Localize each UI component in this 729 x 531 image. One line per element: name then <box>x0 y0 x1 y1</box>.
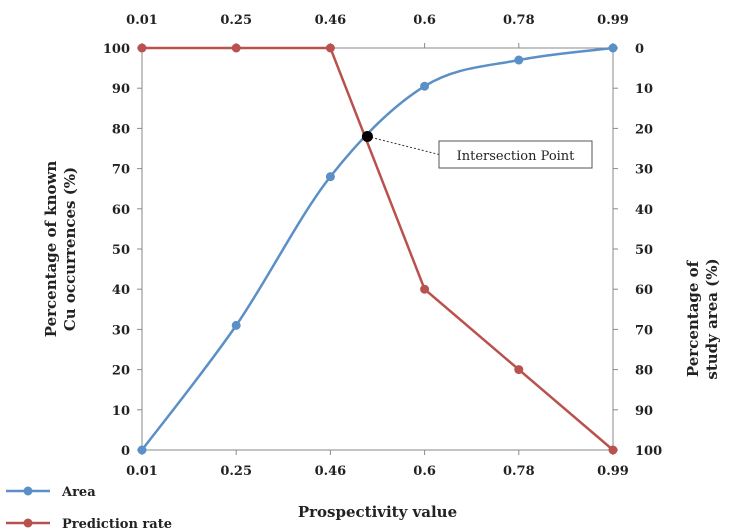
y-left-tick-label: 70 <box>112 163 130 178</box>
series-point-area <box>514 55 524 65</box>
y-right-title-line: study area (%) <box>703 258 721 379</box>
y-left-title-line: Cu occurrences (%) <box>61 167 79 331</box>
y-right-title: Percentage of study area (%) <box>684 258 721 379</box>
y-axis-right: 0 10 20 30 40 50 60 70 80 90 100 <box>613 42 662 459</box>
series-point-area <box>325 172 335 182</box>
top-tick-label: 0.99 <box>597 13 629 28</box>
x-axis-title: Prospectivity value <box>298 503 457 521</box>
y-right-tick-label: 30 <box>635 163 653 178</box>
y-left-tick-label: 100 <box>103 42 130 57</box>
y-right-tick-label: 10 <box>635 82 653 97</box>
annotation-box <box>438 140 593 169</box>
y-left-tick-label: 10 <box>112 404 130 419</box>
series-point-prediction-rate <box>514 365 524 375</box>
y-right-tick-label: 90 <box>635 404 653 419</box>
series-layer <box>137 43 618 455</box>
top-tick-label: 0.46 <box>315 13 347 28</box>
y-left-title-line: Percentage of known <box>42 161 60 338</box>
axis-titles: Prospectivity value Percentage of known Cu… <box>42 161 721 521</box>
series-point-area <box>420 81 430 91</box>
y-right-tick-label: 70 <box>635 323 653 338</box>
annotation-leader <box>367 135 440 155</box>
x-axis: 0.01 0.25 0.46 0.6 0.78 0.99 <box>126 450 629 479</box>
y-right-tick-label: 20 <box>635 122 653 137</box>
series-point-prediction-rate <box>420 284 430 294</box>
top-tick-label: 0.01 <box>126 13 158 28</box>
series-point-prediction-rate <box>231 43 241 53</box>
y-axis-left: 0 10 20 30 40 50 60 70 80 90 100 <box>103 42 142 459</box>
legend-marker-prediction-rate <box>23 518 33 528</box>
y-left-tick-label: 50 <box>112 243 130 258</box>
legend-marker-area <box>23 486 33 496</box>
x-tick-label: 0.25 <box>220 464 252 479</box>
y-right-tick-label: 40 <box>635 203 653 218</box>
y-left-tick-label: 90 <box>112 82 130 97</box>
y-left-tick-label: 0 <box>121 444 130 459</box>
y-right-tick-label: 0 <box>635 42 644 57</box>
series-point-prediction-rate <box>137 43 147 53</box>
y-left-tick-label: 80 <box>112 122 130 137</box>
legend-label-prediction-rate: Prediction rate <box>62 517 172 531</box>
top-tick-label: 0.25 <box>220 13 252 28</box>
y-right-tick-label: 100 <box>635 444 662 459</box>
top-axis: 0.01 0.25 0.46 0.6 0.78 0.99 <box>126 13 629 48</box>
y-right-tick-label: 50 <box>635 243 653 258</box>
y-right-title-line: Percentage of <box>684 259 702 377</box>
y-left-tick-label: 20 <box>112 364 130 379</box>
top-tick-label: 0.78 <box>503 13 535 28</box>
y-left-tick-label: 60 <box>112 203 130 218</box>
y-left-title: Percentage of known Cu occurrences (%) <box>42 161 79 338</box>
series-point-prediction-rate <box>325 43 335 53</box>
legend-label-area: Area <box>61 485 96 500</box>
series-point-area <box>231 320 241 330</box>
y-left-tick-label: 40 <box>112 283 130 298</box>
annotation-label: Intersection Point <box>457 149 576 164</box>
intersection-point <box>361 130 373 142</box>
series-point-prediction-rate <box>608 445 618 455</box>
x-tick-label: 0.6 <box>413 464 436 479</box>
series-line-prediction-rate <box>142 46 614 451</box>
y-right-tick-label: 60 <box>635 283 653 298</box>
legend: Area Prediction rate <box>6 485 172 531</box>
y-right-tick-label: 80 <box>635 364 653 379</box>
x-tick-label: 0.78 <box>503 464 535 479</box>
x-tick-label: 0.46 <box>315 464 347 479</box>
series-point-area <box>137 445 147 455</box>
y-left-tick-label: 30 <box>112 323 130 338</box>
top-tick-label: 0.6 <box>413 13 436 28</box>
series-point-area <box>608 43 618 53</box>
x-tick-label: 0.01 <box>126 464 158 479</box>
annotation: Intersection Point <box>361 130 593 169</box>
x-tick-label: 0.99 <box>597 464 629 479</box>
